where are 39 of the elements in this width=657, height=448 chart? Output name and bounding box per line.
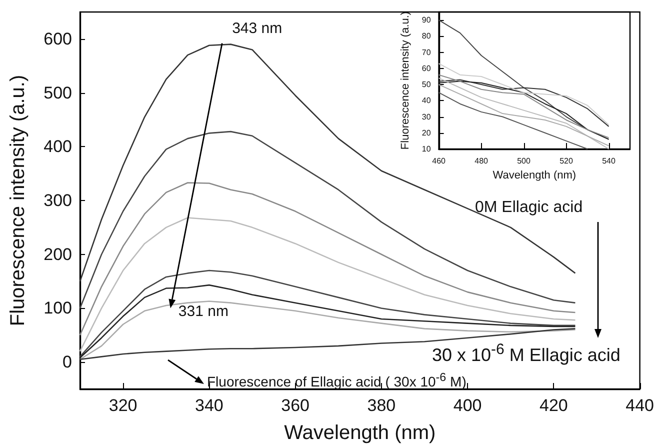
y-tick-label: 10 bbox=[422, 144, 432, 154]
x-tick-label: 480 bbox=[474, 156, 489, 166]
x-tick-label: 400 bbox=[453, 396, 482, 415]
y-tick-label: 500 bbox=[44, 83, 72, 102]
y-tick-label: 30 bbox=[422, 112, 432, 122]
x-axis-title: Wavelength (nm) bbox=[492, 169, 576, 182]
x-tick-label: 380 bbox=[367, 396, 396, 415]
x-tick-label: 440 bbox=[626, 396, 654, 415]
y-tick-label: 90 bbox=[422, 16, 432, 25]
x-tick-label: 460 bbox=[432, 156, 446, 166]
x-tick-label: 500 bbox=[517, 156, 531, 166]
annotation: 331 nm bbox=[178, 303, 228, 320]
x-tick-label: 320 bbox=[108, 396, 138, 415]
y-axis-title: Fluorescence intensity (a.u.) bbox=[7, 74, 29, 326]
y-axis-title: Fluorescence intensity (a.u.) bbox=[400, 11, 412, 150]
y-tick-label: 50 bbox=[422, 80, 432, 90]
x-tick-label: 420 bbox=[540, 396, 568, 415]
y-tick-label: 0 bbox=[62, 352, 72, 372]
y-tick-label: 100 bbox=[44, 298, 72, 318]
y-tick-label: 20 bbox=[422, 128, 432, 138]
x-tick-label: 340 bbox=[195, 396, 224, 415]
y-tick-label: 200 bbox=[44, 244, 72, 264]
annotation: 0M Ellagic acid bbox=[475, 199, 583, 216]
annotation: 30 x 10$^{-6}$ M Ellagic acid bbox=[432, 341, 620, 365]
y-tick-label: 40 bbox=[422, 96, 432, 106]
annotation: Fluorescence of Ellagic acid ( 30x 10$^{-6}$ M) bbox=[207, 371, 466, 390]
x-tick-label: 360 bbox=[281, 396, 310, 415]
annotation: 343 nm bbox=[232, 20, 282, 38]
line-series bbox=[438, 79, 610, 127]
y-tick-label: 70 bbox=[422, 48, 432, 57]
y-tick-label: 80 bbox=[422, 32, 432, 41]
line-series bbox=[438, 63, 610, 126]
x-axis-title: Wavelength (nm) bbox=[284, 422, 436, 444]
line-series bbox=[438, 92, 588, 150]
y-tick-label: 60 bbox=[422, 64, 432, 73]
y-tick-label: 600 bbox=[44, 29, 72, 48]
y-tick-label: 300 bbox=[44, 191, 72, 210]
x-tick-label: 520 bbox=[560, 156, 574, 166]
x-tick-label: 540 bbox=[602, 156, 616, 166]
